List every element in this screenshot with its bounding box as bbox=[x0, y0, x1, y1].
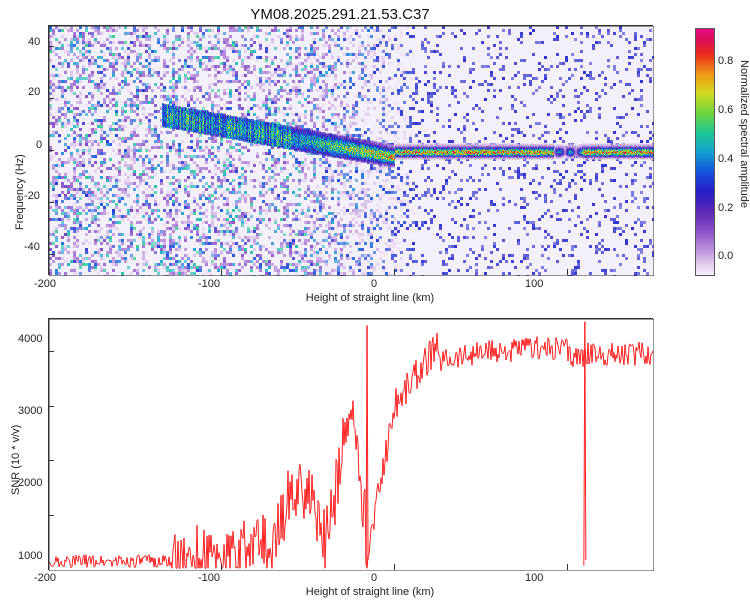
bottom-plot-frame bbox=[48, 318, 653, 570]
x-tick-mark bbox=[221, 564, 222, 570]
y-tick-mark bbox=[48, 460, 54, 461]
bottom-ytick-4000: 4000 bbox=[18, 333, 42, 345]
top-xlabel: Height of straight line (km) bbox=[270, 292, 470, 304]
bottom-xtick-neg200: -200 bbox=[34, 572, 56, 584]
plot-container: YM08.2025.291.21.53.C37 Frequency (Hz) 4… bbox=[0, 0, 750, 600]
snr-line-canvas bbox=[49, 319, 654, 571]
x-tick-mark bbox=[394, 269, 395, 275]
colorbar-tick-08: 0.8 bbox=[718, 55, 733, 67]
x-tick-mark bbox=[567, 564, 568, 570]
top-plot-frame bbox=[48, 25, 653, 275]
top-ytick-0: 0 bbox=[36, 139, 42, 151]
bottom-ytick-3000: 3000 bbox=[18, 405, 42, 417]
colorbar-tick-0: 0.0 bbox=[718, 250, 733, 262]
y-tick-mark bbox=[48, 351, 54, 352]
top-ytick-neg40: -40 bbox=[24, 241, 40, 253]
x-tick-mark bbox=[394, 564, 395, 570]
y-tick-mark bbox=[48, 515, 54, 516]
x-tick-mark bbox=[221, 269, 222, 275]
colorbar bbox=[695, 28, 715, 276]
top-xtick-0: 0 bbox=[371, 278, 377, 290]
bottom-xlabel: Height of straight line (km) bbox=[270, 586, 470, 598]
colorbar-label: Normalized spectral amplitude bbox=[738, 60, 750, 250]
y-tick-mark bbox=[48, 150, 54, 151]
bottom-xtick-0: 0 bbox=[371, 572, 377, 584]
bottom-xtick-neg100: -100 bbox=[198, 572, 220, 584]
top-ytick-20: 20 bbox=[28, 86, 40, 98]
bottom-ytick-1000: 1000 bbox=[18, 550, 42, 562]
y-tick-mark bbox=[48, 406, 54, 407]
x-tick-mark bbox=[48, 564, 49, 570]
top-xtick-neg200: -200 bbox=[34, 278, 56, 290]
colorbar-canvas bbox=[696, 29, 714, 275]
top-ylabel: Frequency (Hz) bbox=[14, 70, 26, 230]
chart-title: YM08.2025.291.21.53.C37 bbox=[0, 6, 680, 23]
bottom-xtick-100: 100 bbox=[525, 572, 543, 584]
x-tick-mark bbox=[567, 269, 568, 275]
colorbar-tick-06: 0.6 bbox=[718, 104, 733, 116]
top-xtick-100: 100 bbox=[525, 278, 543, 290]
y-tick-mark bbox=[48, 46, 54, 47]
spectrogram-canvas bbox=[49, 26, 654, 276]
top-xtick-neg100: -100 bbox=[198, 278, 220, 290]
y-tick-mark bbox=[48, 254, 54, 255]
x-tick-mark bbox=[48, 269, 49, 275]
colorbar-tick-04: 0.4 bbox=[718, 153, 733, 165]
top-ytick-neg20: -20 bbox=[24, 190, 40, 202]
colorbar-tick-02: 0.2 bbox=[718, 202, 733, 214]
y-tick-mark bbox=[48, 98, 54, 99]
bottom-ytick-2000: 2000 bbox=[18, 477, 42, 489]
top-ytick-40: 40 bbox=[28, 36, 40, 48]
y-tick-mark bbox=[48, 202, 54, 203]
